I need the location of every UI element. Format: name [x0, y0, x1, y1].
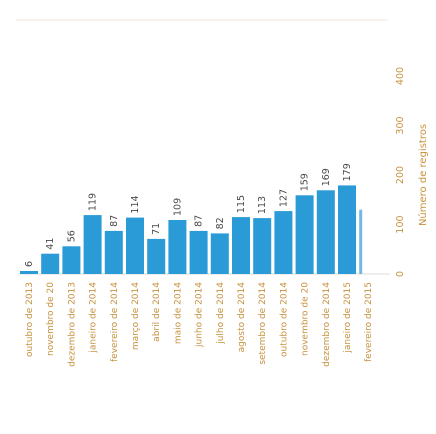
bar [274, 211, 293, 274]
y-tick-label: 100 [395, 215, 406, 233]
category-label: novembro de 20 [301, 282, 311, 356]
bar-value-label: 115 [236, 195, 247, 213]
category-label: setembro de 2014 [258, 282, 268, 365]
bar-value-label: 114 [130, 195, 141, 213]
bar [189, 230, 208, 274]
bar-value-label: 169 [321, 168, 332, 186]
category-label: dezembro de 2013 [67, 282, 77, 367]
bar [232, 217, 250, 274]
category-label: agosto de 2014 [237, 282, 247, 353]
bar-value-label: 113 [257, 196, 268, 214]
category-label: março de 2014 [131, 282, 141, 350]
category-label: fevereiro de 2014 [110, 282, 120, 362]
category-label: outubro de 2014 [279, 282, 289, 357]
bar [210, 233, 229, 274]
y-tick-label: 200 [395, 166, 406, 184]
bar-value-label: 109 [172, 198, 183, 216]
category-label: julho de 2014 [216, 282, 226, 345]
bars [20, 185, 363, 274]
bar-value-label: 82 [215, 217, 226, 229]
bar [359, 209, 363, 274]
bar-value-label: 87 [194, 215, 205, 227]
bar-value-label: 56 [66, 230, 77, 242]
y-tick-label: 300 [395, 116, 406, 134]
category-label: fevereiro de 2015 [364, 282, 374, 362]
y-tick-label: 400 [395, 67, 406, 85]
bar [338, 185, 356, 274]
bar-value-label: 127 [278, 189, 289, 207]
bar-value-label: 159 [300, 173, 311, 191]
bar [168, 220, 187, 274]
bar [41, 253, 60, 274]
bar [316, 190, 335, 274]
category-label: novembro de 20 [46, 282, 56, 356]
bar [147, 238, 166, 274]
bar [20, 271, 38, 274]
bar [126, 217, 144, 274]
bar-value-label: 71 [151, 223, 162, 235]
category-labels: outubro de 2013 novembro de 20 dezembro de… [25, 282, 374, 367]
category-label: outubro de 2013 [25, 282, 35, 357]
bar-value-label: 179 [342, 163, 353, 181]
category-label: janeiro de 2014 [89, 282, 99, 354]
bar [295, 195, 314, 274]
y-tick-label: 0 [395, 271, 406, 277]
category-label: dezembro de 2014 [322, 282, 332, 367]
bar [62, 246, 81, 274]
bar [253, 218, 272, 274]
bar [104, 230, 123, 274]
category-label: abril de 2014 [152, 282, 162, 342]
category-label: junho de 2014 [195, 282, 205, 348]
y-axis-title: Número de registros [417, 124, 429, 226]
bar-value-label: 119 [88, 193, 99, 211]
category-label: maio de 2014 [173, 282, 183, 344]
bar [83, 215, 102, 274]
y-axis-ticks: 0 100 200 300 400 [395, 67, 406, 277]
bar-value-label: 6 [24, 261, 35, 267]
value-labels: 6 41 56 119 87 114 71 109 87 82 115 113 127 159 169 179 [24, 163, 353, 267]
category-label: janeiro de 2015 [343, 282, 353, 354]
bar-value-label: 87 [109, 215, 120, 227]
bar-value-label: 41 [45, 238, 56, 250]
